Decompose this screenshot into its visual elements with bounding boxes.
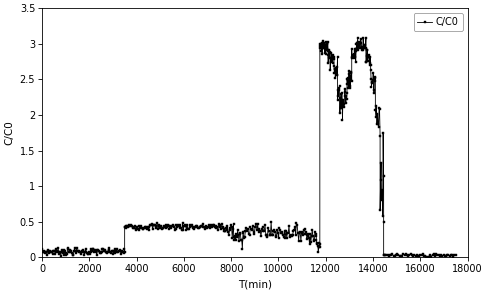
Legend: C/C0: C/C0 bbox=[413, 13, 463, 31]
C/C0 bbox=[65, 247, 71, 251]
Line: C/C0: C/C0 bbox=[41, 37, 457, 258]
X-axis label: T(min): T(min) bbox=[238, 280, 272, 290]
C/C0 bbox=[453, 253, 459, 257]
Y-axis label: C/C0: C/C0 bbox=[4, 120, 14, 145]
C/C0 bbox=[263, 233, 269, 236]
C/C0 bbox=[41, 249, 47, 253]
C/C0 bbox=[363, 36, 369, 40]
C/C0 bbox=[310, 234, 316, 238]
C/C0 bbox=[425, 255, 431, 259]
C/C0 bbox=[212, 225, 218, 229]
C/C0 bbox=[370, 71, 376, 74]
C/C0 bbox=[39, 247, 45, 250]
